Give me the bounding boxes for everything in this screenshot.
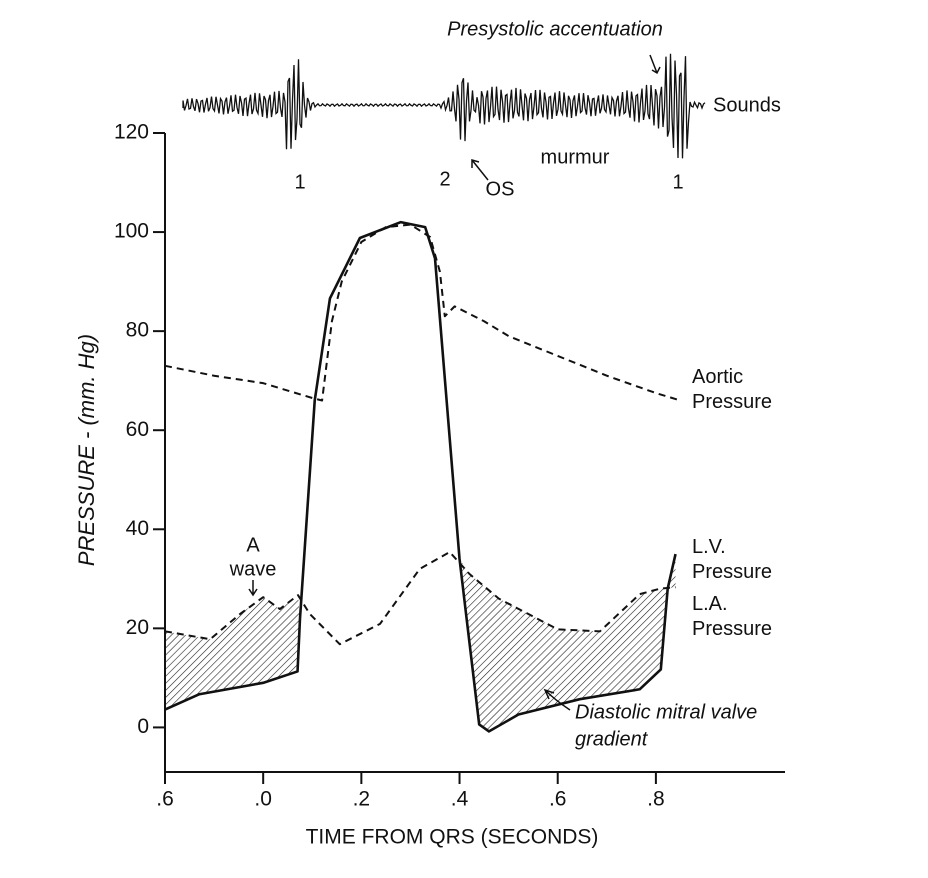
x-tick-label: .8: [647, 788, 665, 811]
series-label: L.A. Pressure: [692, 593, 772, 640]
x-tick-label: .2: [353, 788, 371, 811]
annotation: murmur: [541, 146, 610, 168]
series-line: [164, 223, 681, 402]
x-tick-label: .0: [254, 788, 272, 811]
arrow: [248, 580, 258, 597]
series-label: L.V. Pressure: [692, 536, 772, 583]
x-axis-label: TIME FROM QRS (SECONDS): [306, 826, 599, 849]
y-tick-label: 0: [137, 715, 149, 738]
y-tick-label: 20: [126, 616, 149, 639]
x-tick-label: .6: [549, 788, 567, 811]
y-tick-label: 100: [114, 220, 149, 243]
y-axis-label: PRESSURE - (mm. Hg): [74, 334, 99, 566]
y-tick-label: 80: [126, 319, 149, 342]
arrow: [471, 159, 489, 181]
annotation: Diastolic mitral valve: [575, 701, 757, 723]
annotation: 1: [294, 171, 305, 193]
series-label: Aortic Pressure: [692, 366, 772, 413]
gradient-area: [459, 554, 676, 732]
annotation: OS: [486, 178, 515, 200]
gradient-area: [165, 595, 300, 710]
sound-trace: [182, 53, 706, 159]
annotation: Presystolic accentuation: [447, 18, 663, 40]
x-tick-label: .6: [156, 788, 174, 811]
arrow: [543, 688, 571, 711]
series-line: [164, 220, 677, 733]
y-tick-label: 120: [114, 121, 149, 144]
annotation: 2: [439, 168, 450, 190]
y-tick-label: 60: [126, 418, 149, 441]
series-line: [164, 551, 676, 646]
annotation: gradient: [575, 728, 649, 750]
annotation: Sounds: [713, 94, 781, 116]
annotation: A: [246, 534, 260, 556]
annotation: 1: [672, 171, 683, 193]
x-tick-label: .4: [451, 788, 469, 811]
y-tick-label: 40: [126, 517, 149, 540]
arrow: [649, 54, 661, 75]
annotation: wave: [229, 558, 277, 580]
